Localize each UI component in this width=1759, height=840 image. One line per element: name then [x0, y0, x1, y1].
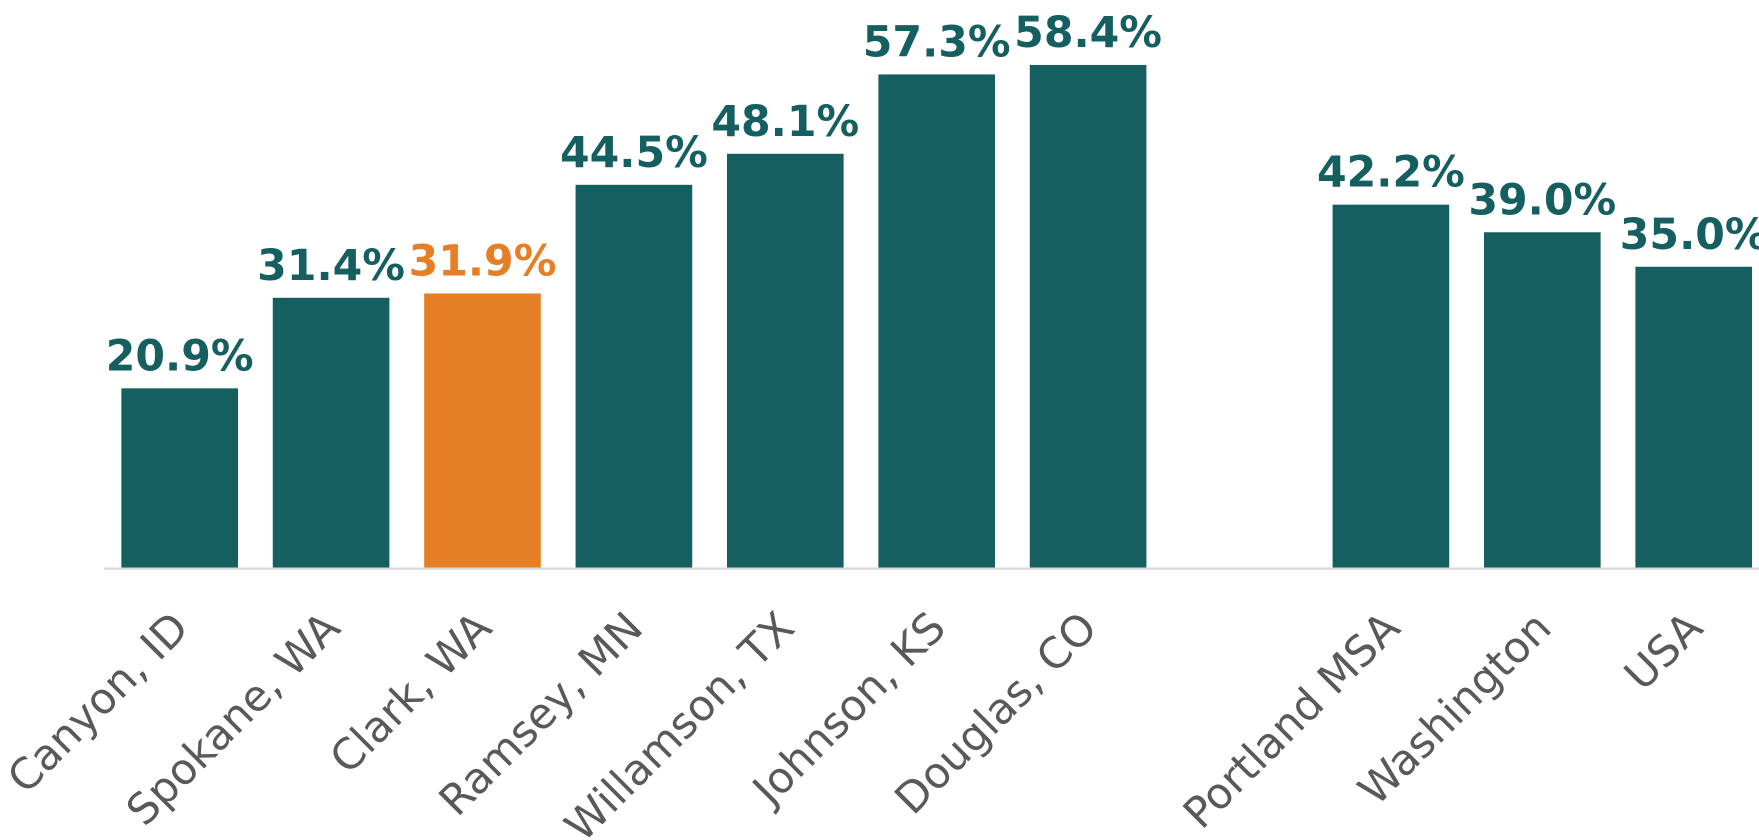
bar: [726, 153, 844, 569]
bar: [1029, 64, 1147, 569]
data-label: 58.4%: [1014, 8, 1162, 58]
data-label: 31.4%: [257, 241, 405, 291]
bar: [1332, 204, 1450, 569]
data-label: 20.9%: [106, 331, 254, 381]
bar: [424, 293, 541, 569]
bar: [878, 74, 996, 569]
bar: [575, 184, 693, 569]
data-label: 39.0%: [1468, 175, 1616, 225]
data-label: 44.5%: [560, 128, 708, 178]
data-label: 42.2%: [1317, 148, 1465, 198]
bar: [1635, 266, 1753, 569]
data-label: 48.1%: [711, 97, 859, 147]
bar: [1483, 232, 1601, 569]
bar: [272, 297, 390, 569]
bar: [121, 388, 239, 569]
data-label: 31.9%: [409, 237, 557, 287]
data-label: 57.3%: [863, 17, 1011, 67]
data-label: 35.0%: [1620, 210, 1759, 260]
x-tick-label: USA: [1615, 603, 1713, 701]
